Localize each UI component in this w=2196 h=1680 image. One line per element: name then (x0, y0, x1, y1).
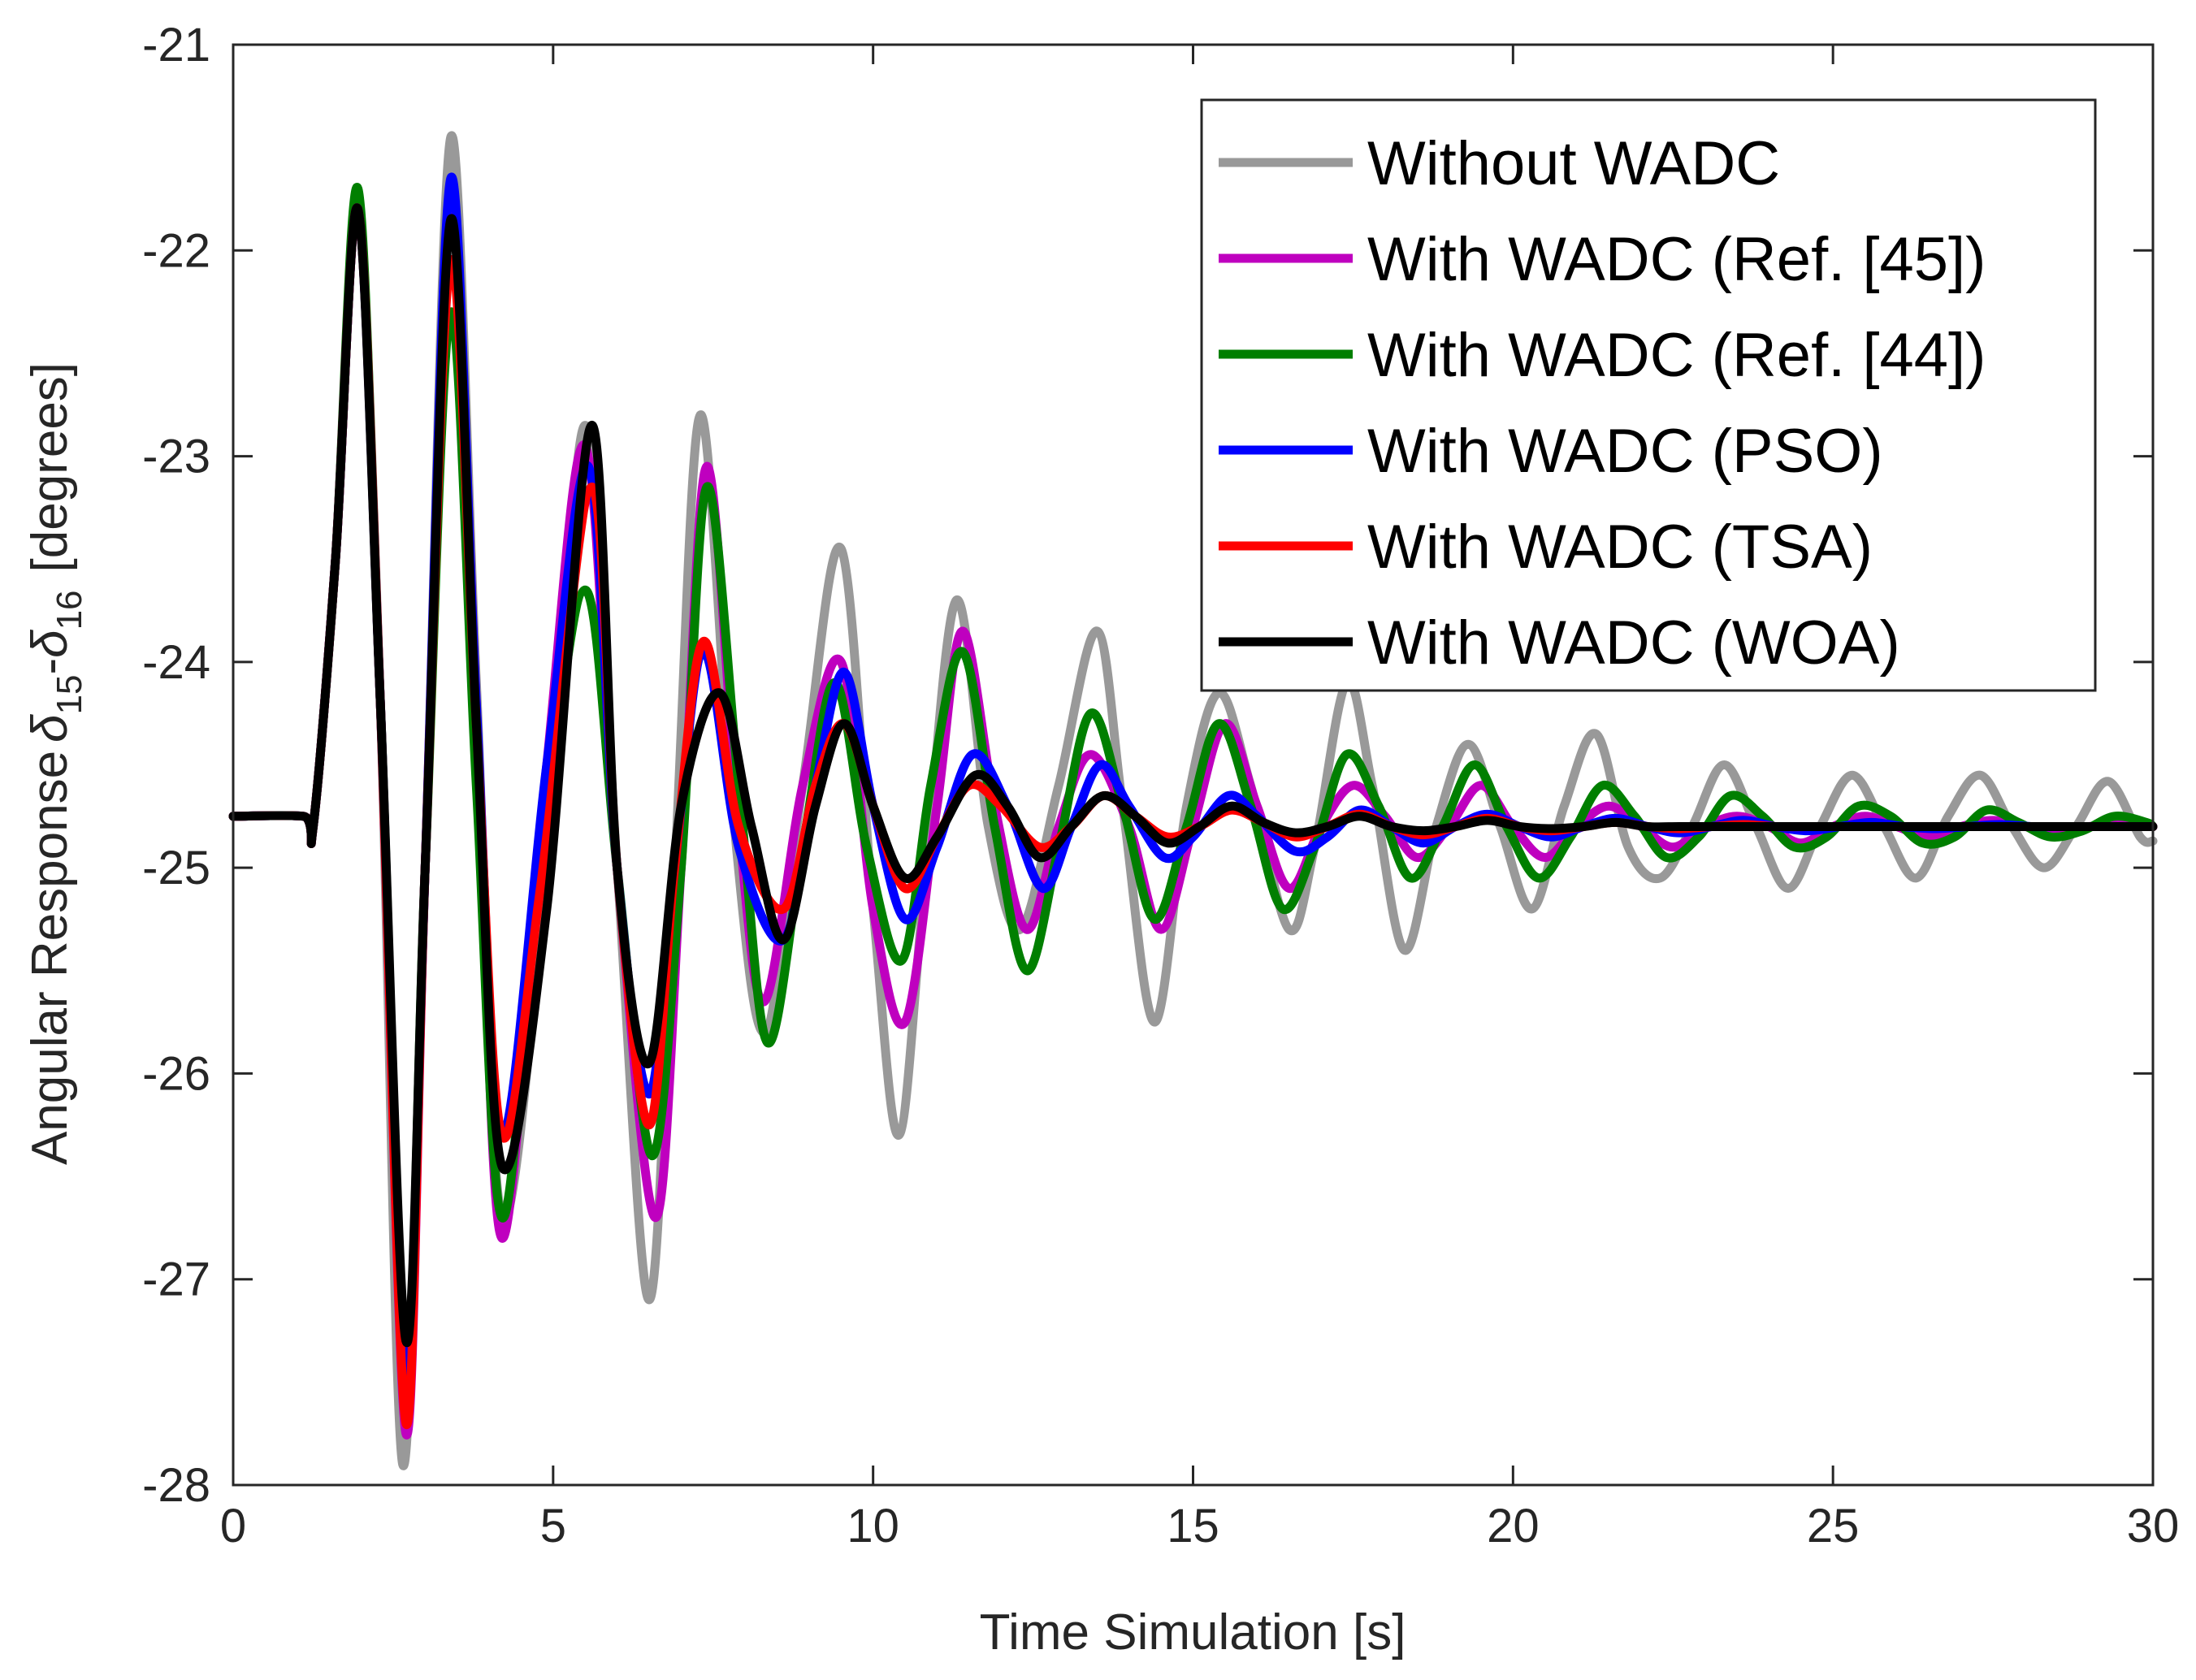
y-axis-label-subscript-1: 15 (50, 675, 89, 715)
y-axis-label-symbol-2: δ (22, 630, 78, 658)
legend-label-3: With WADC (Ref. [44]) (1367, 321, 1986, 390)
x-axis-label: Time Simulation [s] (980, 1604, 1406, 1661)
y-axis-label-prefix: Angular Response (22, 751, 78, 1165)
x-tick-label: 25 (1807, 1500, 1860, 1552)
legend-box (1200, 98, 2097, 692)
legend: Without WADC With WADC (Ref. [45]) With WA… (1200, 98, 2097, 692)
x-tick-label: 0 (220, 1500, 246, 1552)
y-axis-label-symbol-1: δ (22, 714, 78, 743)
y-tick-label: -25 (142, 842, 210, 894)
y-axis-label-dash: - (22, 658, 78, 675)
y-tick-label: -28 (142, 1459, 210, 1512)
x-tick-label: 10 (847, 1500, 899, 1552)
y-tick-label: -23 (142, 431, 210, 483)
legend-label-5: With WADC (TSA) (1367, 513, 1873, 582)
x-tick-label: 15 (1167, 1500, 1219, 1552)
x-tick-label: 5 (540, 1500, 566, 1552)
y-tick-label: -21 (142, 19, 210, 71)
x-tick-label: 20 (1487, 1500, 1540, 1552)
legend-label-2: With WADC (Ref. [45]) (1367, 225, 1986, 294)
legend-label-1: Without WADC (1367, 129, 1780, 198)
tick-layer: 0 5 10 15 20 25 30 -28 -27 -26 -25 -24 -23 -22 -21 (142, 19, 2179, 1552)
y-tick-label: -24 (142, 636, 210, 689)
y-axis-label-subscript-2: 16 (50, 590, 89, 630)
y-tick-label: -27 (142, 1254, 210, 1306)
legend-label-4: With WADC (PSO) (1367, 417, 1883, 486)
legend-label-6: With WADC (WOA) (1367, 608, 1900, 678)
y-axis-label: Angular Responseδ15-δ16[degrees] (22, 362, 89, 1165)
series-layer (228, 131, 2158, 1470)
y-tick-label: -22 (142, 224, 210, 277)
x-tick-label: 30 (2127, 1500, 2180, 1552)
series-line-6 (228, 203, 2158, 1348)
y-axis-label-unit: [degrees] (22, 362, 78, 573)
y-tick-label: -26 (142, 1047, 210, 1100)
